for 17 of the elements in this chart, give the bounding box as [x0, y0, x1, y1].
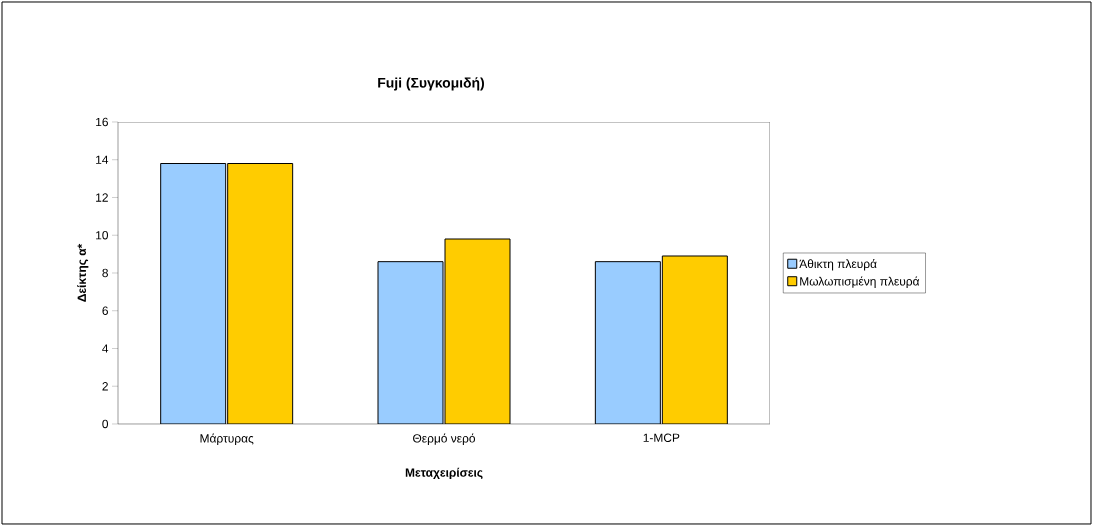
y-tick-label: 12: [96, 193, 108, 202]
x-tick-label: Θερμό νερό: [413, 433, 476, 445]
legend-label: Άθικτη πλευρά: [799, 259, 877, 271]
chart-title: Fuji (Συγκομιδή): [378, 77, 484, 91]
y-tick-label: 0: [102, 419, 109, 429]
y-tick-label: 14: [96, 155, 109, 164]
x-tick-label: 1-MCP: [643, 433, 680, 442]
y-tick-label: 16: [96, 117, 108, 127]
y-tick-label: 8: [102, 268, 108, 278]
y-tick-label: 6: [102, 306, 108, 315]
legend-label: Μωλωπισμένη πλευρά: [800, 276, 920, 288]
y-axis-title: Δείκτης α*: [77, 243, 89, 302]
y-tick-label: 10: [96, 231, 109, 240]
x-axis-title: Μεταχειρίσεις: [405, 467, 483, 480]
x-tick-label: Μάρτυρας: [200, 433, 254, 445]
y-tick-label: 4: [102, 344, 109, 353]
y-tick-label: 2: [102, 382, 108, 391]
